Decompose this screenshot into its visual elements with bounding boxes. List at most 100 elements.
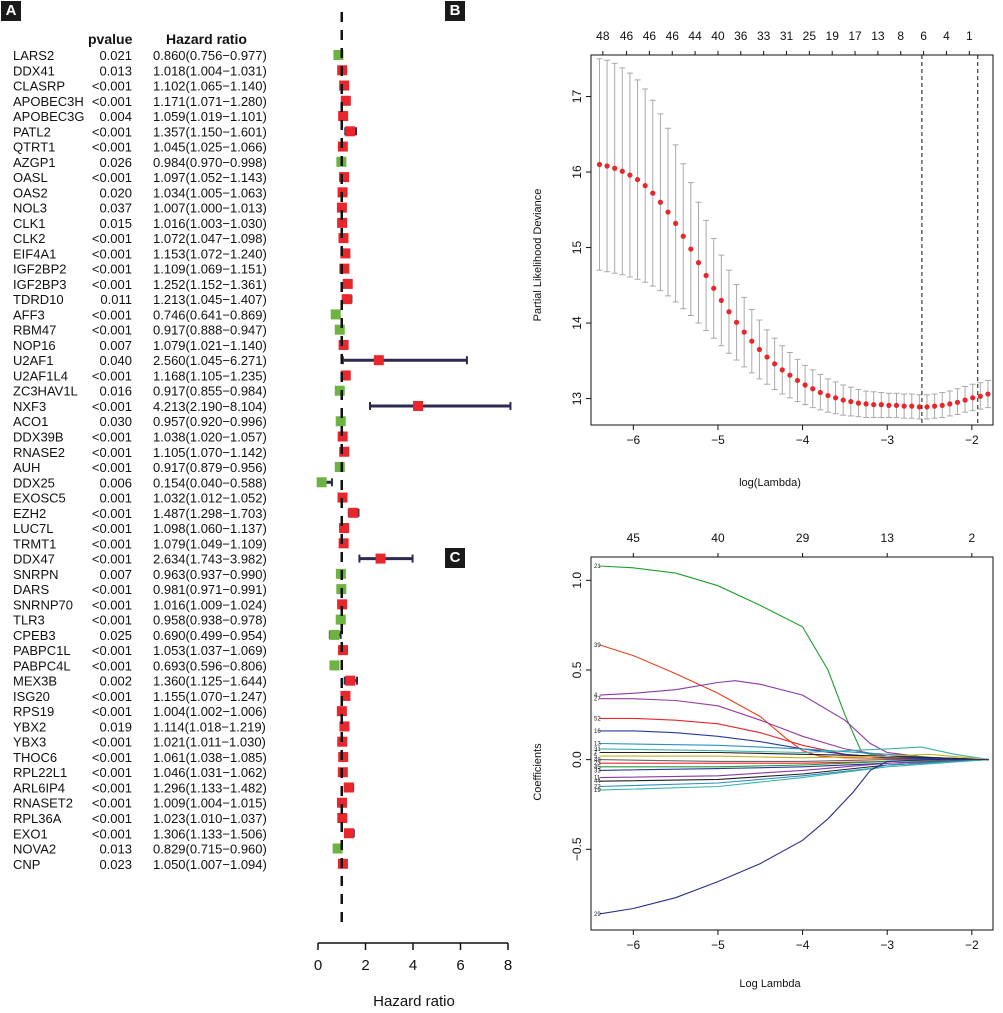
pvalue-label: <0.001 xyxy=(92,307,132,322)
hazard-ratio-label: 0.981(0.971−0.991) xyxy=(153,582,267,597)
hazard-ratio-label: 1.109(1.069−1.151) xyxy=(153,262,267,277)
gene-label: DDX25 xyxy=(13,475,55,490)
forest-row: TRMT1 <0.001 1.079(1.049−1.109) xyxy=(13,536,349,551)
gene-label: YBX3 xyxy=(13,735,46,750)
path-x-axis-label: Log Lambda xyxy=(739,978,801,990)
gene-label: CLK2 xyxy=(13,231,46,246)
forest-row: U2AF1 0.040 2.560(1.045−6.271) xyxy=(13,353,468,368)
cv-point xyxy=(604,163,610,169)
panel-label-c: C xyxy=(445,548,465,568)
coefficient-path xyxy=(599,759,989,915)
hazard-ratio-point xyxy=(337,431,348,442)
forest-tick-label: 2 xyxy=(361,957,369,974)
cv-x-tick-label: −5 xyxy=(711,433,725,447)
hazard-ratio-point xyxy=(343,782,354,793)
pvalue-label: 0.025 xyxy=(99,628,132,643)
gene-label: IGF2BP2 xyxy=(13,262,66,277)
pvalue-label: <0.001 xyxy=(92,277,132,292)
gene-label: EIF4A1 xyxy=(13,246,56,261)
forest-row: NOVA2 0.013 0.829(0.715−0.960) xyxy=(13,842,343,857)
plot-frame xyxy=(590,556,994,931)
path-y-axis-label: Coefficients xyxy=(532,743,544,801)
pvalue-label: 0.020 xyxy=(99,185,132,200)
hazard-ratio-point xyxy=(345,675,356,686)
cv-point xyxy=(985,391,991,397)
gene-label: PABPC4L xyxy=(13,658,71,673)
forest-row: RBM47 <0.001 0.917(0.888−0.947) xyxy=(13,323,345,338)
hazard-ratio-label: 1.171(1.071−1.280) xyxy=(153,94,267,109)
forest-row: RNASE2 <0.001 1.105(1.070−1.142) xyxy=(13,445,350,460)
forest-x-axis: 0 2 4 6 8 xyxy=(314,12,512,974)
variable-index-label: 21 xyxy=(594,564,601,570)
pvalue-label: <0.001 xyxy=(92,811,132,826)
forest-row: LUC7L <0.001 1.098(1.060−1.137) xyxy=(13,521,350,536)
forest-tick-label: 4 xyxy=(409,957,417,974)
hazard-ratio-label: 1.213(1.045−1.407) xyxy=(153,292,267,307)
forest-row: DARS <0.001 0.981(0.971−0.991) xyxy=(13,582,347,597)
hazard-ratio-label: 0.963(0.937−0.990) xyxy=(153,567,267,582)
path-x-tick-label: −3 xyxy=(880,938,894,952)
hazard-ratio-point xyxy=(339,172,350,183)
cv-point xyxy=(947,401,953,407)
forest-row: ARL6IP4 <0.001 1.296(1.133−1.482) xyxy=(13,780,355,795)
forest-row: CNP 0.023 1.050(1.007−1.094) xyxy=(13,857,348,872)
hazard-ratio-point xyxy=(337,492,348,503)
cv-x-tick-label: −3 xyxy=(880,433,894,447)
gene-label: RNASET2 xyxy=(13,796,73,811)
cv-top-tick-label: 31 xyxy=(780,29,794,43)
cv-point xyxy=(703,272,709,279)
cv-point xyxy=(924,404,930,410)
hazard-ratio-point xyxy=(329,660,340,671)
hazard-ratio-point xyxy=(337,217,348,228)
pvalue-label: 0.015 xyxy=(99,216,132,231)
pvalue-label: 0.016 xyxy=(99,384,132,399)
hazard-ratio-point xyxy=(335,416,346,427)
hazard-ratio-point xyxy=(413,400,424,411)
cv-point xyxy=(726,309,732,315)
hazard-ratio-label: 0.690(0.499−0.954) xyxy=(153,628,267,643)
cv-point xyxy=(871,402,877,408)
gene-label: YBX2 xyxy=(13,719,46,734)
path-x-tick-label: −6 xyxy=(626,938,640,952)
hazard-ratio-point xyxy=(338,233,349,244)
hazard-ratio-label: 1.487(1.298−1.703) xyxy=(153,506,267,521)
hazard-ratio-point xyxy=(336,202,347,213)
gene-label: APOBEC3G xyxy=(13,109,85,124)
pvalue-label: 0.007 xyxy=(99,338,132,353)
coefficient-path xyxy=(599,717,989,761)
path-x-tick-label: −4 xyxy=(796,938,810,952)
forest-row: ISG20 <0.001 1.155(1.070−1.247) xyxy=(13,689,351,704)
forest-row: CLASRP <0.001 1.102(1.065−1.140) xyxy=(13,79,350,94)
coefficient-path xyxy=(599,565,989,761)
variable-index-label: 22 xyxy=(594,785,601,791)
gene-label: U2AF1 xyxy=(13,353,53,368)
forest-row: RPL36A <0.001 1.023(1.010−1.037) xyxy=(13,811,348,826)
hazard-ratio-label: 1.016(1.003−1.030) xyxy=(153,216,267,231)
pvalue-label: <0.001 xyxy=(92,399,132,414)
gene-label: DARS xyxy=(13,582,49,597)
pvalue-label: <0.001 xyxy=(92,79,132,94)
pvalue-label: <0.001 xyxy=(92,246,132,261)
cv-point xyxy=(650,190,656,196)
forest-rows: LARS2 0.021 0.860(0.756−0.977) DDX41 0.013 1.… xyxy=(13,48,512,872)
pvalue-label: <0.001 xyxy=(92,826,132,841)
hazard-ratio-point xyxy=(339,446,350,457)
pvalue-label: 0.007 xyxy=(99,567,132,582)
variable-index-label: 16 xyxy=(594,729,601,735)
gene-label: EXO1 xyxy=(13,826,48,841)
hazard-ratio-point xyxy=(339,263,350,274)
hazard-ratio-label: 0.984(0.970−0.998) xyxy=(153,155,267,170)
cv-point xyxy=(787,372,793,378)
variable-index-label: 11 xyxy=(594,776,601,782)
hazard-ratio-label: 1.021(1.011−1.030) xyxy=(153,735,266,750)
hazard-ratio-point xyxy=(332,843,343,854)
cv-top-tick-label: 4 xyxy=(943,29,950,43)
path-y-tick-label: −0.5 xyxy=(570,837,584,861)
gene-label: CLK1 xyxy=(13,216,46,231)
hazard-ratio-label: 1.038(1.020−1.057) xyxy=(153,430,267,445)
hazard-ratio-label: 1.007(1.000−1.013) xyxy=(153,201,267,216)
gene-label: APOBEC3H xyxy=(13,94,84,109)
pvalue-label: 0.026 xyxy=(99,155,132,170)
pvalue-label: <0.001 xyxy=(92,124,132,139)
cv-y-tick-label: 17 xyxy=(570,90,584,104)
